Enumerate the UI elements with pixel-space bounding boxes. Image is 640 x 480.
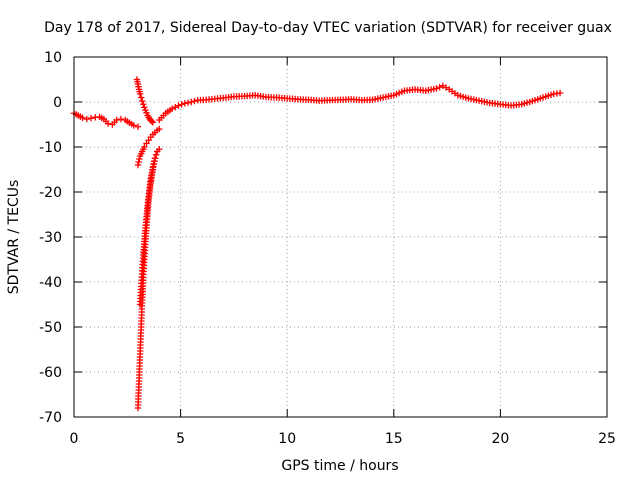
y-tick-label: -30 (39, 230, 62, 246)
y-tick-label: 0 (53, 95, 62, 111)
data-point (148, 118, 156, 125)
x-tick-label: 25 (598, 431, 616, 447)
data-point (149, 164, 157, 171)
x-tick-label: 15 (385, 431, 403, 447)
y-axis-label: SDTVAR / TECUs (6, 180, 22, 295)
data-point (184, 99, 192, 106)
data-point (152, 151, 160, 159)
data-point (175, 102, 182, 109)
data-point (83, 115, 90, 123)
data-point (134, 123, 142, 130)
x-axis-label: GPS time / hours (281, 458, 398, 474)
y-tick-label: -40 (39, 275, 62, 291)
data-point (87, 115, 95, 122)
plot-frame (73, 56, 608, 418)
data-point (104, 120, 112, 127)
y-tick-label: -20 (39, 185, 62, 201)
data-point (137, 94, 145, 101)
grid-lines (74, 57, 607, 417)
data-point (136, 90, 144, 98)
data-point (113, 116, 120, 124)
data-point (153, 148, 161, 155)
data-point (136, 155, 143, 163)
data-point (117, 115, 125, 123)
y-tick-label: -60 (39, 365, 62, 381)
x-tick-label: 5 (176, 431, 185, 447)
data-series-sdtvar (70, 76, 564, 412)
data-point (151, 158, 158, 165)
data-point (433, 85, 440, 92)
data-point (156, 125, 163, 133)
data-point (151, 155, 159, 162)
data-point (150, 161, 157, 168)
data-point (149, 119, 157, 126)
x-tick-label: 20 (491, 431, 509, 447)
y-tick-label: -70 (39, 410, 62, 426)
y-tick-label: -10 (39, 140, 62, 156)
data-point (436, 83, 443, 91)
x-tick-label: 0 (70, 431, 79, 447)
x-tick-label: 10 (278, 431, 296, 447)
data-point (191, 97, 198, 105)
x-axis-ticks: 0 5 10 15 20 25 (70, 57, 616, 447)
y-axis-ticks: 10 0 -10 -20 -30 -40 -50 -60 -70 (39, 50, 607, 426)
data-point (556, 89, 564, 97)
data-point (79, 114, 86, 121)
data-point (178, 101, 185, 108)
data-point (139, 97, 146, 105)
data-point (181, 100, 189, 107)
chart-title: Day 178 of 2017, Sidereal Day-to-day VTE… (44, 20, 612, 36)
data-point (172, 103, 179, 111)
data-point (130, 122, 137, 129)
y-tick-label: 10 (44, 50, 62, 66)
data-point (135, 158, 142, 166)
data-point (140, 101, 147, 108)
data-point (141, 143, 148, 151)
data-point (134, 161, 142, 169)
y-tick-label: -50 (39, 320, 62, 336)
data-point (188, 98, 195, 106)
